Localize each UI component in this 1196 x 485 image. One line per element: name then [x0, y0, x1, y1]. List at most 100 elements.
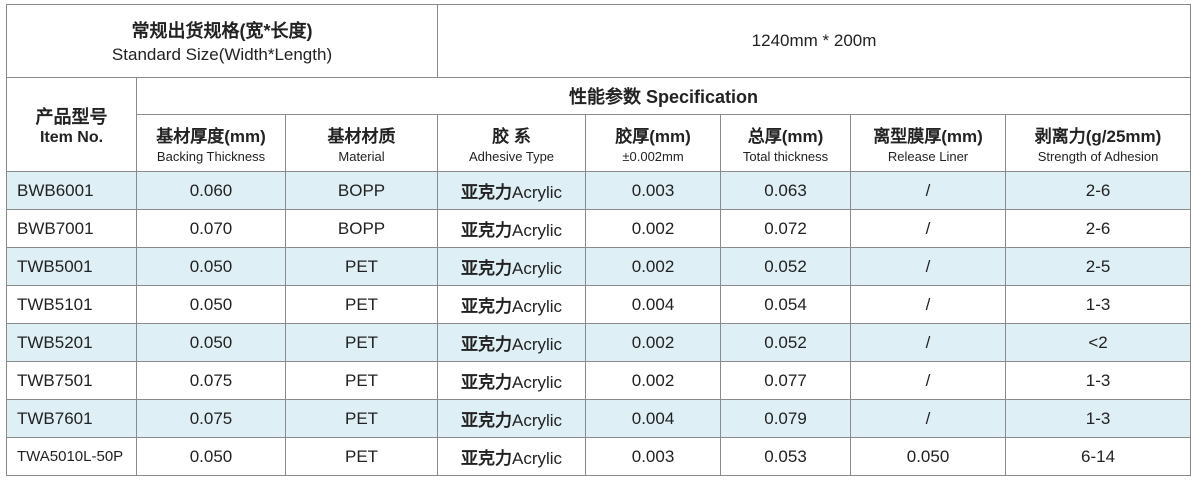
data-row: TWA5010L-50P 0.050 PET 亚克力Acrylic 0.003 0.053… — [6, 437, 1192, 476]
group-row: 产品型号 Item No. 性能参数 Specification — [6, 77, 1192, 172]
adhesive-cn: 亚克力 — [461, 259, 512, 278]
data-row: TWB7601 0.075 PET 亚克力Acrylic 0.004 0.079/1-3 — [6, 399, 1192, 438]
column-header: 离型膜厚(mm) Release Liner — [850, 114, 1007, 172]
cell: 0.050 — [136, 323, 286, 362]
cell: 2-5 — [1005, 247, 1192, 286]
adhesive-en: Acrylic — [512, 335, 563, 354]
cell: BOPP — [284, 209, 439, 248]
item-no: TWA5010L-50P — [6, 437, 137, 476]
cell: PET — [284, 323, 439, 362]
column-cn: 胶厚(mm) — [615, 127, 691, 146]
item-no: TWB7601 — [6, 399, 137, 438]
adhesive-cell: 亚克力Acrylic — [437, 247, 587, 286]
spec-table: 常规出货规格(宽*长度) Standard Size(Width*Length) … — [5, 4, 1192, 476]
column-header: 总厚(mm) Total thickness — [720, 114, 852, 172]
data-row: TWB5101 0.050 PET 亚克力Acrylic 0.004 0.054/1-3 — [6, 285, 1192, 324]
group-header: 性能参数 Specification — [135, 77, 1192, 115]
label-cn: 常规出货规格(宽*长度) — [131, 21, 313, 41]
cell: <2 — [1005, 323, 1192, 362]
standard-label: 常规出货规格(宽*长度) Standard Size(Width*Length) — [5, 4, 439, 78]
cell: 0.060 — [136, 171, 286, 210]
cell: PET — [284, 437, 439, 476]
adhesive-en: Acrylic — [512, 411, 563, 430]
cell: 1-3 — [1005, 361, 1192, 400]
cell: 0.075 — [136, 399, 286, 438]
item-no: TWB5101 — [6, 285, 137, 324]
cell: 0.002 — [585, 209, 722, 248]
standard-value: 1240mm * 200m — [437, 4, 1192, 78]
item-no: TWB5201 — [6, 323, 137, 362]
standard-row: 常规出货规格(宽*长度) Standard Size(Width*Length) … — [5, 4, 1192, 78]
cell: 0.077 — [720, 361, 852, 400]
adhesive-cn: 亚克力 — [461, 297, 512, 316]
cell: 2-6 — [1005, 171, 1192, 210]
cell: 0.053 — [720, 437, 852, 476]
cell: / — [850, 285, 1007, 324]
adhesive-en: Acrylic — [512, 297, 563, 316]
adhesive-cell: 亚克力Acrylic — [437, 323, 587, 362]
data-row: TWB5201 0.050 PET 亚克力Acrylic 0.002 0.052/<2 — [6, 323, 1192, 362]
adhesive-cell: 亚克力Acrylic — [437, 361, 587, 400]
cell: 0.004 — [585, 399, 722, 438]
adhesive-cn: 亚克力 — [461, 373, 512, 392]
cell: / — [850, 171, 1007, 210]
adhesive-cell: 亚克力Acrylic — [437, 171, 587, 210]
adhesive-cell: 亚克力Acrylic — [437, 285, 587, 324]
cell: PET — [284, 399, 439, 438]
data-row: TWB7501 0.075 PET 亚克力Acrylic 0.002 0.077/1-3 — [6, 361, 1192, 400]
cell: 0.050 — [136, 285, 286, 324]
cell: 0.050 — [136, 437, 286, 476]
column-en: ±0.002mm — [622, 149, 684, 164]
adhesive-en: Acrylic — [512, 221, 563, 240]
adhesive-cell: 亚克力Acrylic — [437, 209, 587, 248]
adhesive-en: Acrylic — [512, 449, 563, 468]
cell: BOPP — [284, 171, 439, 210]
column-header: 剥离力(g/25mm) Strength of Adhesion — [1005, 114, 1192, 172]
cell: PET — [284, 285, 439, 324]
adhesive-cn: 亚克力 — [461, 335, 512, 354]
cell: 0.052 — [720, 323, 852, 362]
adhesive-en: Acrylic — [512, 373, 563, 392]
cell: / — [850, 209, 1007, 248]
column-cn: 总厚(mm) — [747, 127, 824, 146]
cell: 0.003 — [585, 437, 722, 476]
item-no: TWB5001 — [6, 247, 137, 286]
column-en: Strength of Adhesion — [1037, 149, 1159, 164]
cell: / — [850, 247, 1007, 286]
item-no: BWB6001 — [6, 171, 137, 210]
cell: 0.050 — [850, 437, 1007, 476]
cell: / — [850, 399, 1007, 438]
column-header: 胶 系 Adhesive Type — [437, 114, 587, 172]
cell: 0.002 — [585, 323, 722, 362]
data-row: BWB6001 0.060 BOPP 亚克力Acrylic 0.003 0.063/2-6 — [6, 171, 1192, 210]
item-no: BWB7001 — [6, 209, 137, 248]
column-header: 基材厚度(mm) Backing Thickness — [136, 114, 286, 172]
adhesive-cell: 亚克力Acrylic — [437, 399, 587, 438]
adhesive-cn: 亚克力 — [461, 411, 512, 430]
cell: / — [850, 361, 1007, 400]
column-cn: 基材厚度(mm) — [156, 127, 266, 146]
adhesive-cn: 亚克力 — [461, 449, 512, 468]
cell: 0.002 — [585, 361, 722, 400]
cell: 0.004 — [585, 285, 722, 324]
adhesive-cell: 亚克力Acrylic — [437, 437, 587, 476]
label-en: Standard Size(Width*Length) — [111, 45, 333, 64]
column-header: 胶厚(mm) ±0.002mm — [585, 114, 722, 172]
adhesive-en: Acrylic — [512, 183, 563, 202]
column-en: Adhesive Type — [469, 149, 555, 164]
adhesive-en: Acrylic — [512, 259, 563, 278]
cell: PET — [284, 361, 439, 400]
cell: PET — [284, 247, 439, 286]
cell: 1-3 — [1005, 399, 1192, 438]
cell: 0.075 — [136, 361, 286, 400]
item-no: TWB7501 — [6, 361, 137, 400]
cell: 0.070 — [136, 209, 286, 248]
column-cn: 胶 系 — [492, 127, 531, 146]
column-header: 基材材质 Material — [284, 114, 439, 172]
item-cn: 产品型号 — [35, 106, 108, 127]
column-en: Total thickness — [742, 149, 829, 164]
column-cn: 基材材质 — [327, 127, 396, 146]
column-en: Material — [338, 149, 385, 164]
data-row: BWB7001 0.070 BOPP 亚克力Acrylic 0.002 0.072/2-6 — [6, 209, 1192, 248]
